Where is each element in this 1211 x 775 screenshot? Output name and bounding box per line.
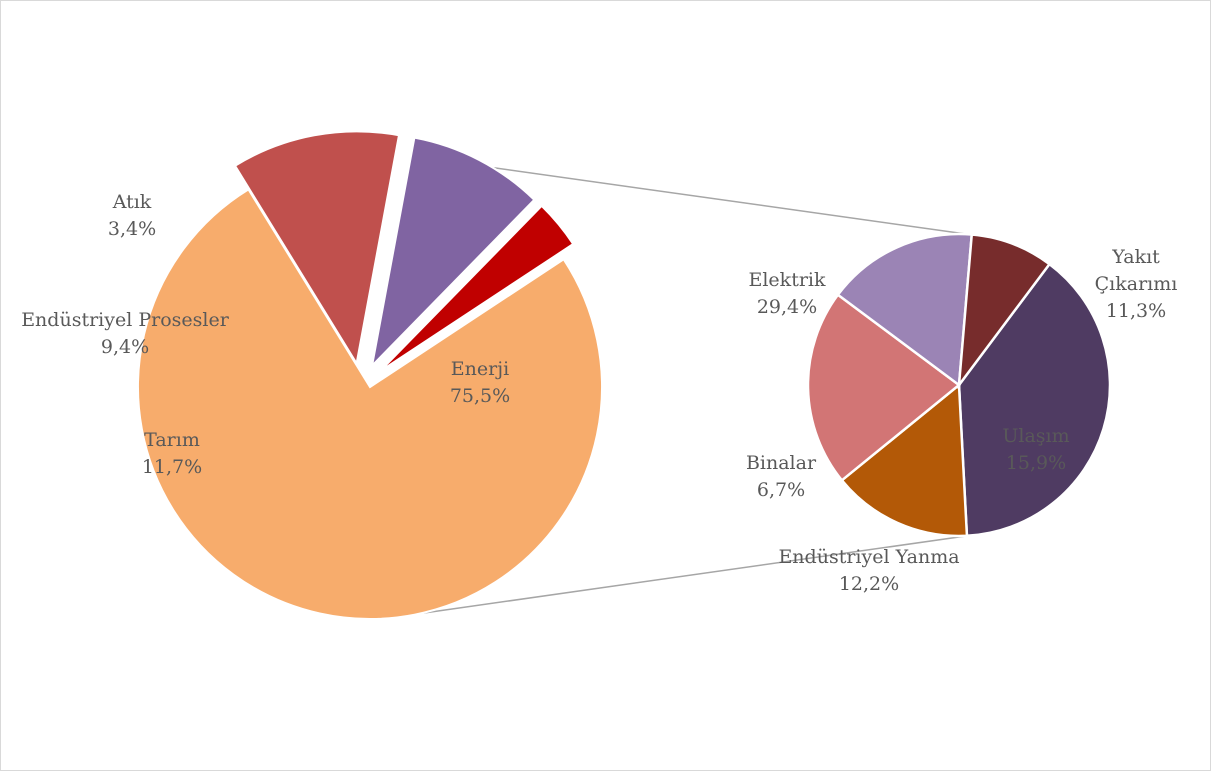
detail-value-text: 29,4% — [757, 296, 817, 318]
detail-slice-yakit-cikarimi — [840, 382, 969, 538]
main-value-text: 11,7% — [142, 456, 202, 478]
detail-category-text: Yakıt — [1111, 246, 1160, 268]
detail-label-elektrik: Elektrik 29,4% — [748, 269, 825, 318]
detail-label-ulasim: Ulaşım 15,9% — [1002, 425, 1069, 474]
main-slice-tarim — [233, 130, 401, 367]
detail-value-text: 6,7% — [757, 479, 805, 501]
detail-slice-ulasim — [806, 293, 962, 483]
main-label-atik: Atık 3,4% — [108, 191, 156, 240]
main-category-text: Tarım — [144, 429, 200, 451]
main-category-text: Endüstriyel Prosesler — [21, 309, 230, 331]
detail-value-text: 15,9% — [1006, 452, 1066, 474]
detail-label-yakit-cikarimi: Yakıt Çıkarımı 11,3% — [1095, 246, 1178, 322]
detail-label-endustriyel-yanma: Endüstriyel Yanma 12,2% — [778, 546, 959, 595]
main-label-endustriyel-prosesler: Endüstriyel Prosesler 9,4% — [21, 309, 230, 358]
detail-label-binalar: Binalar 6,7% — [746, 452, 817, 501]
detail-category-text: Elektrik — [748, 269, 825, 291]
main-category-text: Enerji — [451, 358, 509, 380]
main-value-text: 9,4% — [101, 336, 149, 358]
detail-category-text: Ulaşım — [1002, 425, 1069, 447]
main-slice-atik — [378, 204, 575, 373]
main-value-text: 3,4% — [108, 218, 156, 240]
detail-slice-binalar — [957, 233, 1052, 390]
main-slice-endustriyel-prosesler — [370, 136, 536, 369]
connector-line-top — [423, 157, 974, 236]
connector-line-bottom — [423, 534, 974, 614]
detail-slice-elektrik — [957, 262, 1112, 538]
main-category-text: Atık — [112, 191, 152, 213]
detail-slice-endustriyel-yanma — [836, 232, 974, 388]
detail-value-text: 11,3% — [1106, 300, 1166, 322]
main-slice-enerji — [137, 188, 603, 620]
detail-category-text: Çıkarımı — [1095, 273, 1178, 295]
main-label-enerji: Enerji 75,5% — [450, 358, 510, 407]
detail-value-text: 12,2% — [839, 573, 899, 595]
main-value-text: 75,5% — [450, 385, 510, 407]
main-label-tarim: Tarım 11,7% — [142, 429, 202, 478]
detail-category-text: Endüstriyel Yanma — [778, 546, 959, 568]
detail-category-text: Binalar — [746, 452, 817, 474]
